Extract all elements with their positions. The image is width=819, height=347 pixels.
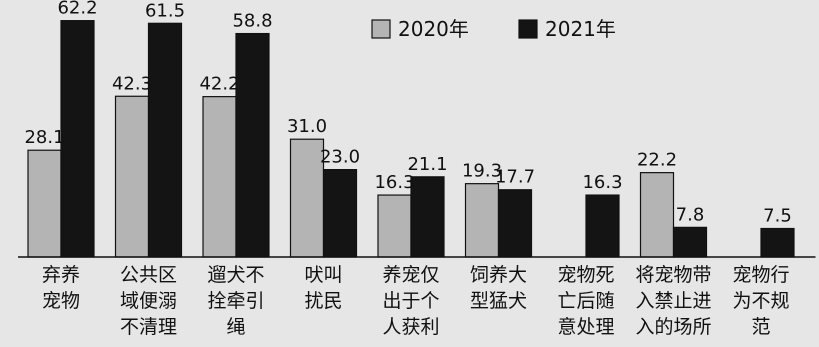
- value-label-2021-4: 21.1: [407, 154, 447, 175]
- x-tick-label-1-line-1: 域便溺: [120, 290, 177, 312]
- x-tick-label-0-line-0: 弃养: [42, 264, 80, 286]
- x-tick-label-6-line-1: 亡后随: [557, 290, 614, 312]
- bar-2020-5: [464, 183, 500, 258]
- legend-label-2021: 2021年: [545, 17, 616, 41]
- x-tick-label-3-line-1: 扰民: [304, 290, 342, 312]
- value-label-2021-8: 7.5: [763, 206, 792, 227]
- bar-2021-0: [60, 20, 95, 258]
- legend-swatch-2020: [371, 19, 391, 39]
- bar-2021-1: [147, 22, 183, 258]
- x-tick-label-2-line-0: 遛犬不: [207, 264, 264, 286]
- value-label-2020-0: 28.1: [24, 127, 64, 148]
- bar-2021-4: [410, 176, 445, 258]
- bar-2020-2: [202, 96, 237, 258]
- x-tick-label-6-line-2: 意处理: [557, 316, 614, 338]
- value-label-2020-4: 16.3: [374, 172, 414, 193]
- bar-2021-3: [322, 169, 358, 258]
- bar-2020-1: [114, 95, 150, 258]
- value-labels-layer: 28.162.242.361.542.258.831.023.016.321.1…: [24, 0, 791, 227]
- x-tick-label-8-line-1: 为不规: [732, 290, 789, 312]
- value-label-2020-3: 31.0: [287, 116, 327, 137]
- x-tick-label-7-line-1: 入禁止进: [635, 290, 711, 312]
- bar-2020-7: [639, 172, 675, 258]
- value-label-2020-7: 22.2: [637, 150, 677, 171]
- x-tick-label-1-line-2: 不清理: [120, 316, 177, 338]
- x-tick-label-6-line-0: 宠物死: [557, 264, 614, 286]
- bar-2021-6: [585, 194, 620, 258]
- legend-label-2020: 2020年: [398, 17, 469, 41]
- bar-2021-2: [235, 32, 270, 258]
- x-tick-label-4-line-2: 人获利: [382, 316, 439, 338]
- x-tick-label-0-line-1: 宠物: [42, 290, 80, 312]
- x-tick-label-8-line-2: 范: [751, 316, 770, 338]
- legend-swatch-2021: [518, 19, 538, 39]
- value-label-2021-6: 16.3: [582, 172, 622, 193]
- x-tick-label-7-line-2: 入的场所: [635, 316, 711, 338]
- x-tick-label-5-line-1: 型猛犬: [470, 290, 527, 312]
- x-tick-label-3-line-0: 吠叫: [304, 264, 342, 286]
- value-label-2020-1: 42.3: [112, 73, 152, 94]
- bar-2021-7: [672, 226, 708, 258]
- bar-2021-8: [760, 227, 795, 258]
- bar-2020-0: [27, 149, 62, 258]
- legend: 2020年 2021年: [371, 17, 616, 41]
- bars-layer: [27, 20, 795, 258]
- x-tick-label-5-line-0: 饲养大: [470, 264, 527, 286]
- x-tick-label-2-line-1: 拴牵引: [207, 290, 264, 312]
- x-tick-label-4-line-0: 养宠仅: [382, 264, 439, 286]
- bar-2021-5: [497, 189, 533, 258]
- value-label-2021-0: 62.2: [57, 0, 97, 19]
- value-label-2020-5: 19.3: [462, 161, 502, 182]
- value-label-2021-7: 7.8: [676, 204, 705, 225]
- x-tick-label-4-line-1: 出于个: [382, 290, 439, 312]
- x-tick-label-8-line-0: 宠物行: [732, 264, 789, 286]
- value-label-2020-2: 42.2: [199, 74, 239, 95]
- value-label-2021-1: 61.5: [145, 0, 185, 21]
- value-label-2021-3: 23.0: [320, 147, 360, 168]
- bar-2020-4: [377, 194, 412, 258]
- x-tick-label-1-line-0: 公共区: [120, 264, 177, 286]
- value-label-2021-5: 17.7: [495, 167, 535, 188]
- bar-2020-3: [289, 138, 325, 258]
- value-label-2021-2: 58.8: [232, 11, 272, 32]
- x-tick-label-7-line-0: 将宠物带: [635, 264, 711, 286]
- x-tick-label-2-line-2: 绳: [226, 316, 245, 338]
